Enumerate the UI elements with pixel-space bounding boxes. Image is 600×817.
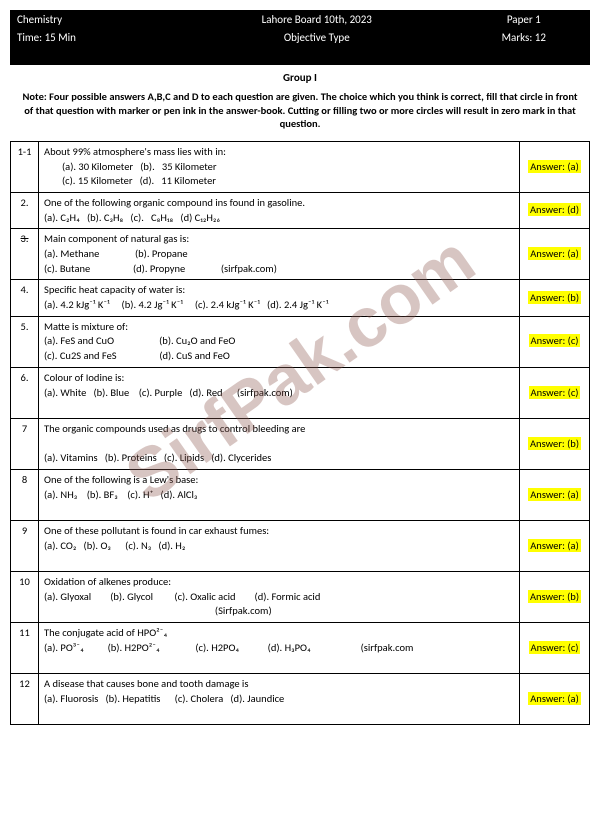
answer-cell: Answer: (c) [520, 316, 590, 367]
header-subject: Chemistry [11, 11, 176, 29]
question-number: 7 [11, 418, 39, 469]
question-text: The conjugate acid of HPO²⁻₄(a). PO³⁻₄ (… [39, 623, 520, 674]
question-text: One of the following is a Lew's base:(a)… [39, 469, 520, 520]
question-table: 1-1About 99% atmosphere's mass lies with… [10, 141, 590, 725]
question-text: Main component of natural gas is:(a). Me… [39, 229, 520, 280]
question-number: 2. [11, 192, 39, 228]
header-type: Objective Type [175, 29, 458, 47]
question-number: 1-1 [11, 141, 39, 192]
instruction-note: Note: Four possible answers A,B,C and D … [20, 90, 580, 131]
answer-cell: Answer: (a) [520, 141, 590, 192]
header-table: Chemistry Lahore Board 10th, 2023 Paper … [10, 10, 590, 65]
header-time: Time: 15 Min [11, 29, 176, 47]
question-number: 3. [11, 229, 39, 280]
question-text: Colour of Iodine is:(a). White (b). Blue… [39, 367, 520, 418]
header-blank [458, 47, 589, 65]
question-number: 6. [11, 367, 39, 418]
header-blank [175, 47, 458, 65]
header-blank [11, 47, 176, 65]
answer-cell: Answer: (a) [520, 469, 590, 520]
answer-cell: Answer: (a) [520, 521, 590, 572]
question-number: 12 [11, 674, 39, 725]
answer-cell: Answer: (b) [520, 280, 590, 316]
answer-cell: Answer: (b) [520, 572, 590, 623]
answer-cell: Answer: (a) [520, 229, 590, 280]
question-number: 8 [11, 469, 39, 520]
answer-cell: Answer: (c) [520, 367, 590, 418]
question-text: One of the following organic compound in… [39, 192, 520, 228]
header-paper: Paper 1 [458, 11, 589, 29]
question-number: 10 [11, 572, 39, 623]
question-text: A disease that causes bone and tooth dam… [39, 674, 520, 725]
question-text: About 99% atmosphere's mass lies with in… [39, 141, 520, 192]
answer-cell: Answer: (a) [520, 674, 590, 725]
question-text: Specific heat capacity of water is:(a). … [39, 280, 520, 316]
question-text: Oxidation of alkenes produce:(a). Glyoxa… [39, 572, 520, 623]
question-number: 4. [11, 280, 39, 316]
question-number: 11 [11, 623, 39, 674]
answer-cell: Answer: (b) [520, 418, 590, 469]
question-number: 9 [11, 521, 39, 572]
answer-cell: Answer: (d) [520, 192, 590, 228]
question-text: The organic compounds used as drugs to c… [39, 418, 520, 469]
header-board: Lahore Board 10th, 2023 [175, 11, 458, 29]
header-marks: Marks: 12 [458, 29, 589, 47]
question-text: Matte is mixture of:(a). FeS and CuO (b)… [39, 316, 520, 367]
group-title: Group I [10, 71, 590, 84]
question-text: One of these pollutant is found in car e… [39, 521, 520, 572]
answer-cell: Answer: (c) [520, 623, 590, 674]
question-number: 5. [11, 316, 39, 367]
